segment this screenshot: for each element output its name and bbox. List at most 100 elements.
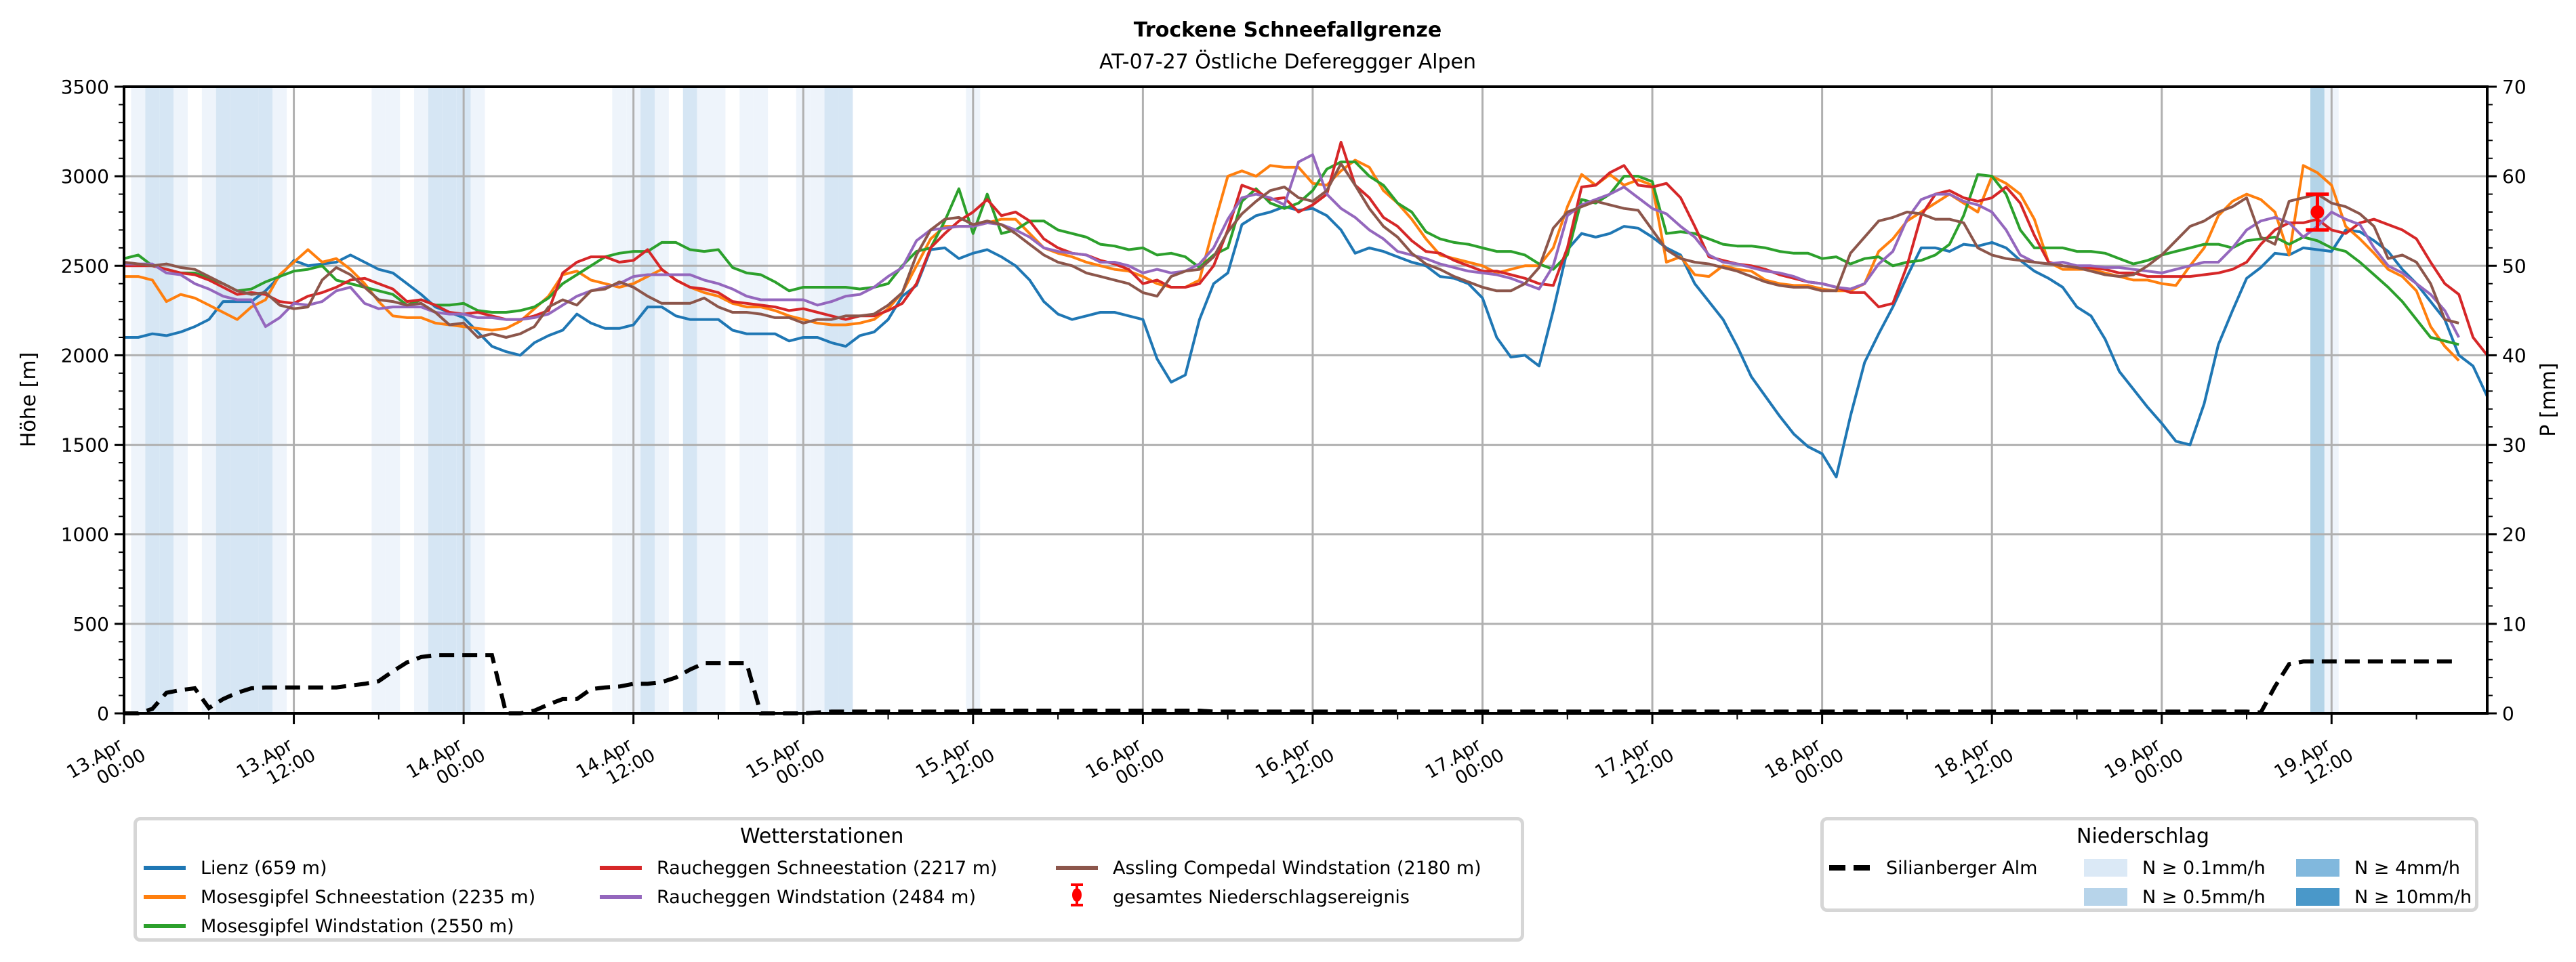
precip-band — [216, 87, 230, 713]
precip-band — [428, 87, 443, 713]
legend-label: Lienz (659 m) — [201, 857, 327, 879]
legend-swatch — [1056, 866, 1098, 870]
snowfall-chart: Trockene Schneefallgrenze AT-07-27 Östli… — [17, 18, 2560, 789]
precip-band — [159, 87, 174, 713]
legend-label: Raucheggen Windstation (2484 m) — [657, 886, 976, 908]
chart-subtitle: AT-07-27 Östliche Defereggger Alpen — [1099, 49, 1476, 74]
y2-tick-label: 30 — [2502, 434, 2527, 457]
legend-label: Assling Compedal Windstation (2180 m) — [1113, 857, 1481, 879]
precip-band — [371, 87, 386, 713]
legend-item-mosesgipfel-wind: Mosesgipfel Windstation (2550 m) — [144, 913, 514, 940]
legend-label: N ≥ 4mm/h — [2354, 857, 2460, 879]
precip-band — [173, 87, 188, 713]
y-tick-label: 2000 — [61, 344, 109, 367]
precip-band — [754, 87, 769, 713]
event-marker — [2310, 205, 2325, 219]
precip-band — [442, 87, 457, 713]
y-tick-label: 1000 — [61, 524, 109, 546]
legend-swatch — [2296, 859, 2339, 877]
legend-stations-title: Wetterstationen — [740, 824, 904, 848]
legend-swatch — [2084, 888, 2127, 906]
precip-band — [2310, 87, 2325, 713]
precip-band — [682, 87, 697, 713]
y2-tick-label: 0 — [2502, 703, 2514, 725]
legend-item-lienz: Lienz (659 m) — [144, 854, 327, 881]
y2-tick-label: 50 — [2502, 255, 2527, 277]
legend-item-n05: N ≥ 0.5mm/h — [2084, 883, 2266, 911]
legend-label: gesamtes Niederschlagsereignis — [1113, 886, 1410, 908]
precip-band — [824, 87, 839, 713]
precip-band — [470, 87, 485, 713]
legend-item-raucheggen-wind: Raucheggen Windstation (2484 m) — [600, 883, 976, 911]
legend-item-silianberger: Silianberger Alm — [1829, 854, 2037, 881]
legend-item-n4: N ≥ 4mm/h — [2296, 854, 2460, 881]
y2-tick-label: 20 — [2502, 524, 2527, 546]
dashed-line-icon — [1829, 865, 1871, 871]
precip-band — [711, 87, 726, 713]
legend-precip: Niederschlag Silianberger Alm N ≥ 0.1mm/… — [1820, 817, 2478, 912]
y2-tick-label: 10 — [2502, 613, 2527, 635]
series-line — [123, 162, 2459, 339]
errorbar-icon — [1056, 883, 1098, 911]
legend-label: Mosesgipfel Windstation (2550 m) — [201, 915, 514, 937]
legend-item-raucheggen-schnee: Raucheggen Schneestation (2217 m) — [600, 854, 998, 881]
legend-item-assling: Assling Compedal Windstation (2180 m) — [1056, 854, 1481, 881]
precip-band — [697, 87, 712, 713]
precip-band — [810, 87, 825, 713]
y2-axis-label: P [mm] — [2537, 362, 2560, 436]
y2-tick-label: 40 — [2502, 344, 2527, 367]
legend-swatch — [2296, 888, 2339, 906]
precip-band — [131, 87, 146, 713]
series-line — [124, 153, 2460, 338]
legend-label: N ≥ 10mm/h — [2354, 886, 2472, 908]
legend-item-mosesgipfel-schnee: Mosesgipfel Schneestation (2235 m) — [144, 883, 535, 911]
precip-band — [414, 87, 428, 713]
legend-swatch — [144, 895, 186, 899]
legend-swatch — [600, 866, 642, 870]
y-tick-label: 3000 — [61, 165, 109, 188]
legend-label: Silianberger Alm — [1886, 857, 2038, 879]
legend-swatch — [600, 895, 642, 899]
chart-title: Trockene Schneefallgrenze — [1134, 18, 1442, 42]
legend-swatch — [2084, 859, 2127, 877]
precip-band — [640, 87, 655, 713]
legend-swatch — [144, 924, 186, 928]
precip-band — [201, 87, 216, 713]
precip-band — [145, 87, 160, 713]
precip-band — [838, 87, 853, 713]
precip-band — [739, 87, 754, 713]
precip-band — [612, 87, 627, 713]
precip-band — [655, 87, 669, 713]
precip-band — [386, 87, 401, 713]
y-axis-label: Höhe [m] — [17, 352, 41, 448]
y-tick-label: 2500 — [61, 255, 109, 277]
y-tick-label: 3500 — [61, 76, 109, 98]
legend-item-n10: N ≥ 10mm/h — [2296, 883, 2472, 911]
y-tick-label: 500 — [73, 613, 109, 635]
legend-label: N ≥ 0.1mm/h — [2142, 857, 2266, 879]
legend-label: Mosesgipfel Schneestation (2235 m) — [201, 886, 536, 908]
precip-band — [230, 87, 245, 713]
y2-tick-label: 60 — [2502, 165, 2527, 188]
legend-swatch — [144, 866, 186, 870]
legend-item-event: gesamtes Niederschlagsereignis — [1056, 883, 1410, 911]
precip-band — [258, 87, 273, 713]
y-tick-label: 0 — [97, 703, 109, 725]
legend-item-n01: N ≥ 0.1mm/h — [2084, 854, 2266, 881]
legend-precip-title: Niederschlag — [2077, 824, 2209, 848]
plot-frame — [123, 85, 2489, 715]
legend-label: Raucheggen Schneestation (2217 m) — [657, 857, 998, 879]
